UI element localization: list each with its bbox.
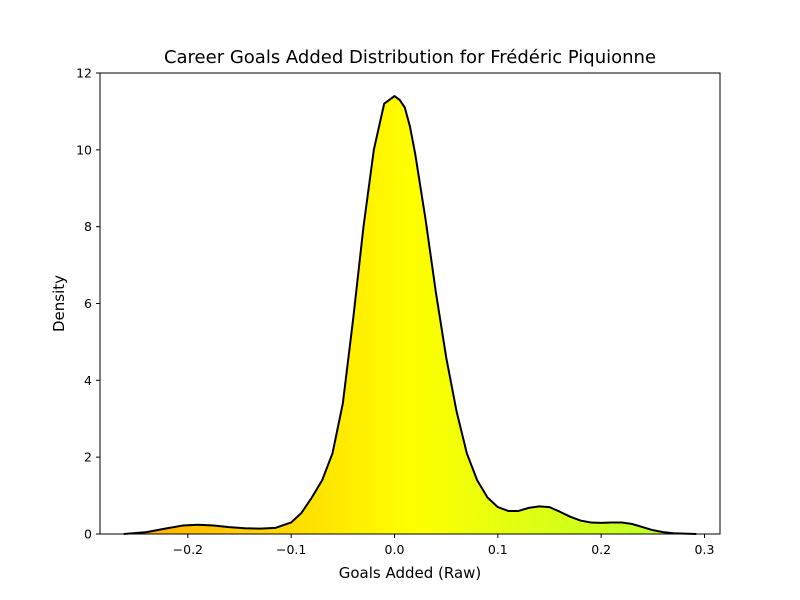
x-tick-label: −0.1 — [276, 542, 306, 557]
density-curve — [123, 95, 697, 535]
y-axis-label: Density — [50, 275, 68, 332]
y-axis-ticks: 0 2 4 6 8 10 12 — [76, 66, 100, 542]
y-tick-label: 8 — [84, 219, 92, 234]
x-tick-label: 0.1 — [488, 542, 508, 557]
x-axis-label: Goals Added (Raw) — [339, 564, 482, 582]
x-tick-label: −0.2 — [173, 542, 203, 557]
chart-title: Career Goals Added Distribution for Fréd… — [164, 47, 656, 68]
y-tick-label: 10 — [76, 142, 92, 157]
density-fill-area — [123, 96, 697, 535]
y-tick-label: 6 — [84, 296, 92, 311]
y-tick-label: 12 — [76, 66, 92, 81]
x-tick-label: 0.2 — [591, 542, 611, 557]
x-tick-label: 0.0 — [385, 542, 405, 557]
x-tick-label: 0.3 — [695, 542, 715, 557]
y-tick-label: 0 — [84, 527, 92, 542]
plot-area — [123, 95, 697, 535]
y-tick-label: 2 — [84, 450, 92, 465]
y-tick-label: 4 — [84, 373, 92, 388]
x-axis-ticks: −0.2 −0.1 0.0 0.1 0.2 0.3 — [173, 534, 715, 557]
